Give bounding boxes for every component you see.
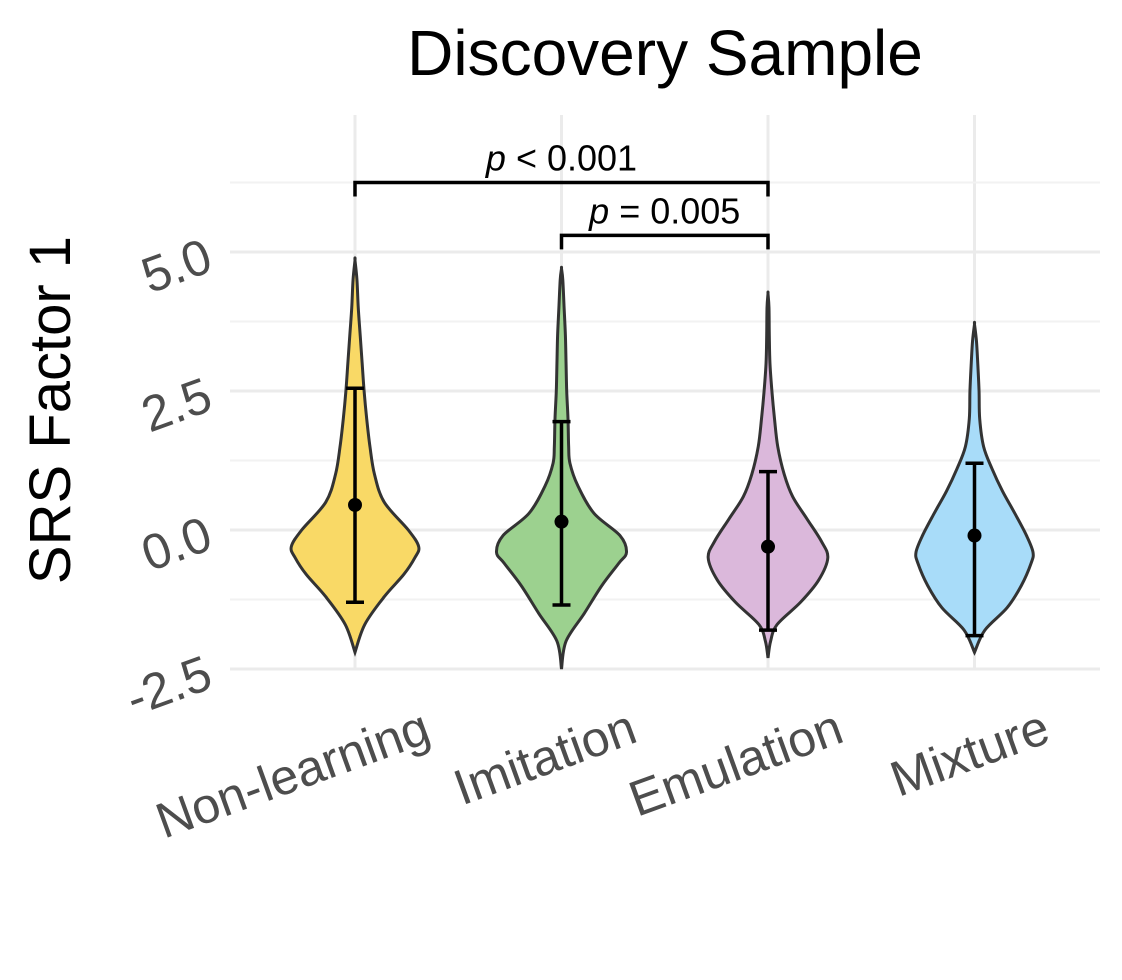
x-tick-label: Mixture	[883, 699, 1056, 808]
violins	[289, 256, 1035, 670]
y-tick-label: 0.0	[134, 506, 218, 582]
significance-bracket	[353, 180, 770, 197]
p-value-label: p = 0.005	[588, 190, 740, 231]
p-value-label: p < 0.001	[485, 138, 637, 179]
significance-bracket	[559, 233, 770, 250]
significance-brackets: p < 0.001 p = 0.005	[353, 138, 770, 250]
error-bars	[346, 386, 984, 638]
chart-title: Discovery Sample	[407, 17, 923, 89]
x-tick-label: Emulation	[622, 699, 850, 828]
y-tick-label: 2.5	[134, 367, 218, 443]
y-tick-label: 5.0	[134, 228, 218, 304]
mean-point	[967, 528, 982, 543]
y-axis-ticks: -2.5 0.0 2.5 5.0	[119, 228, 219, 727]
y-tick-label: -2.5	[119, 645, 219, 727]
mean-point	[348, 497, 362, 512]
mean-point	[554, 514, 569, 529]
y-axis-label: SRS Factor 1	[18, 236, 83, 584]
x-tick-label: Non-learning	[149, 699, 437, 850]
x-tick-label: Imitation	[447, 699, 644, 816]
mean-point	[761, 539, 775, 554]
